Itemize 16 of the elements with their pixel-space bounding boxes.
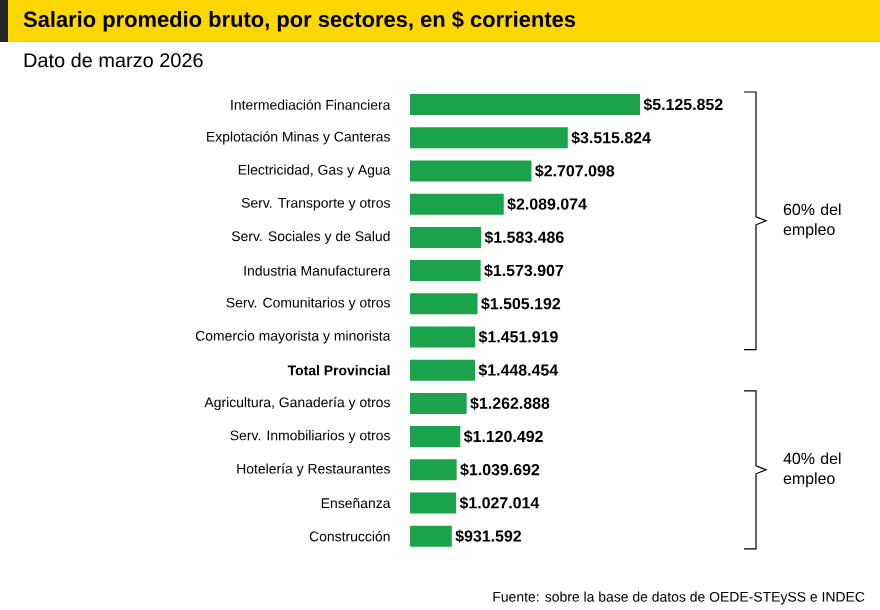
text: Dato de marzo 2026	[24, 52, 203, 68]
bar	[410, 226, 482, 248]
bar	[410, 326, 476, 348]
bar	[410, 492, 457, 514]
bar	[410, 193, 504, 215]
chart-title: Salario promedio bruto, por sectores, en $ corrientes	[23, 10, 576, 32]
bar	[410, 392, 467, 414]
bar	[410, 94, 641, 116]
bar	[410, 293, 478, 315]
bar	[410, 160, 532, 182]
bar	[410, 525, 452, 547]
bar	[410, 359, 475, 381]
bar	[410, 260, 481, 282]
bar	[410, 426, 461, 448]
bar	[410, 127, 568, 149]
bar	[410, 459, 457, 481]
